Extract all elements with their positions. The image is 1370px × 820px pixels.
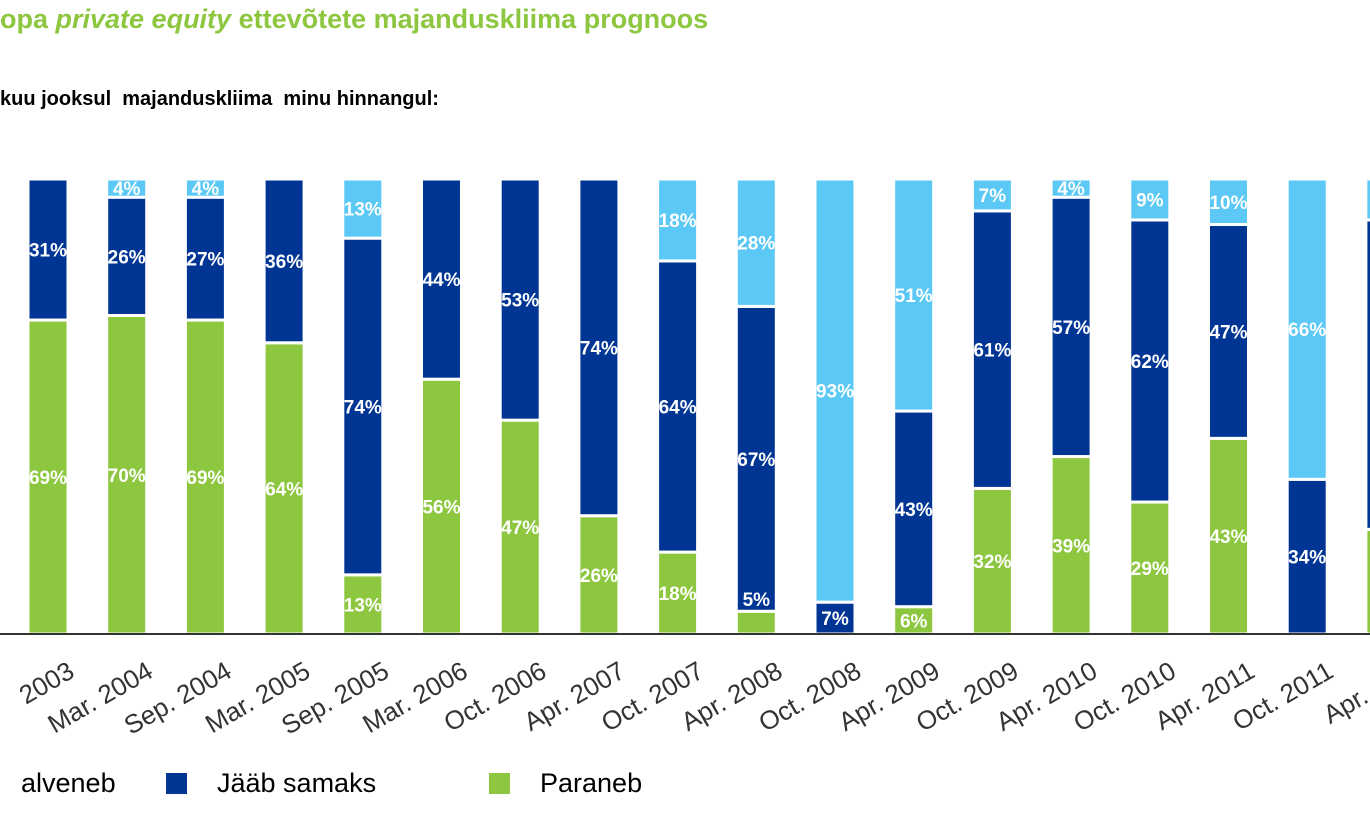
- bar-j-b-samaks: [813, 600, 857, 636]
- data-label-paraneb: 69%: [29, 468, 67, 489]
- data-label-j-b-samaks: 27%: [186, 250, 224, 271]
- data-label-halveneb: 66%: [1288, 320, 1326, 341]
- data-label-halveneb: 4%: [113, 179, 141, 200]
- data-label-j-b-samaks: 26%: [108, 247, 146, 268]
- data-label-j-b-samaks: 64%: [659, 398, 697, 419]
- bar-halveneb: [1049, 177, 1093, 199]
- data-label-j-b-samaks: 47%: [1209, 322, 1247, 343]
- bar-halveneb: [1364, 177, 1370, 222]
- data-label-paraneb: 39%: [1052, 536, 1090, 557]
- data-label-halveneb: 28%: [737, 234, 775, 255]
- bar-j-b-samaks: [26, 177, 70, 322]
- legend-swatch-paraneb: [489, 773, 510, 794]
- data-label-halveneb: 10%: [1209, 193, 1247, 214]
- data-label-halveneb: 93%: [816, 382, 854, 403]
- bar-paraneb: [1364, 527, 1370, 636]
- data-label-halveneb: 51%: [895, 286, 933, 307]
- bar-halveneb: [813, 177, 857, 604]
- bar-j-b-samaks: [262, 177, 306, 345]
- data-label-halveneb: 18%: [659, 211, 697, 232]
- data-label-halveneb: 13%: [344, 200, 382, 221]
- bar-halveneb: [1207, 177, 1250, 226]
- data-label-halveneb: 4%: [1057, 179, 1085, 200]
- bar-j-b-samaks: [420, 177, 463, 381]
- data-label-j-b-samaks: 74%: [580, 338, 618, 359]
- bar-halveneb: [1128, 177, 1172, 222]
- data-label-j-b-samaks: 36%: [265, 252, 303, 273]
- bar-halveneb: [892, 177, 936, 413]
- bar-paraneb: [734, 609, 778, 636]
- data-label-j-b-samaks: 43%: [895, 500, 933, 521]
- data-label-paraneb: 18%: [659, 584, 697, 605]
- data-label-paraneb: 29%: [1131, 559, 1169, 580]
- bar-halveneb: [970, 177, 1014, 213]
- bar-halveneb: [105, 177, 149, 199]
- bar-paraneb: [1207, 436, 1250, 636]
- data-label-j-b-samaks: 61%: [973, 341, 1011, 362]
- chart-subtitle: kuu jooksul majanduskliima minu hinnangu…: [0, 88, 439, 110]
- bar-j-b-samaks: [970, 209, 1014, 490]
- bar-halveneb: [734, 177, 778, 308]
- data-label-j-b-samaks: 31%: [29, 241, 67, 262]
- legend-item-halveneb: alveneb: [0, 768, 116, 799]
- data-label-j-b-samaks: 44%: [422, 270, 460, 291]
- bar-j-b-samaks: [105, 195, 149, 317]
- legend-label-jaab-samaks: Jääb samaks: [217, 768, 377, 798]
- bar-halveneb: [341, 177, 385, 240]
- bar-j-b-samaks: [1128, 218, 1172, 504]
- data-label-halveneb: 9%: [1136, 190, 1164, 211]
- data-label-paraneb: 70%: [108, 466, 146, 487]
- bar-j-b-samaks: [1364, 218, 1370, 531]
- bar-halveneb: [1285, 177, 1329, 481]
- bar-j-b-samaks: [1207, 223, 1250, 440]
- data-label-paraneb: 13%: [344, 595, 382, 616]
- bar-paraneb: [105, 314, 149, 636]
- data-label-j-b-samaks: 57%: [1052, 318, 1090, 339]
- data-label-j-b-samaks: 7%: [821, 609, 849, 630]
- bar-j-b-samaks: [892, 409, 936, 609]
- bar-j-b-samaks: [341, 236, 385, 577]
- bar-paraneb: [1128, 500, 1172, 636]
- data-label-halveneb: 7%: [979, 186, 1007, 207]
- data-label-paraneb: 6%: [900, 611, 928, 632]
- legend-item-paraneb: Paraneb: [489, 768, 642, 799]
- data-label-paraneb: 47%: [501, 518, 539, 539]
- bar-paraneb: [1049, 455, 1093, 636]
- bar-j-b-samaks: [577, 177, 621, 518]
- legend-item-jaab-samaks: Jääb samaks: [166, 768, 376, 799]
- data-label-paraneb: 56%: [422, 498, 460, 519]
- chart-title: opa private equity ettevõtete majanduskl…: [0, 4, 709, 34]
- data-label-j-b-samaks: 74%: [344, 398, 382, 419]
- data-label-paraneb: 43%: [1209, 527, 1247, 548]
- bar-j-b-samaks: [183, 195, 227, 322]
- data-label-j-b-samaks: 53%: [501, 291, 539, 312]
- data-label-j-b-samaks: 62%: [1131, 352, 1169, 373]
- data-label-halveneb: 4%: [192, 179, 220, 200]
- legend-swatch-jaab-samaks: [166, 773, 187, 794]
- annotation-label: 5%: [743, 590, 771, 611]
- bar-j-b-samaks: [498, 177, 542, 422]
- legend-label-paraneb: Paraneb: [540, 768, 643, 798]
- data-label-paraneb: 32%: [973, 552, 1011, 573]
- bar-halveneb: [183, 177, 227, 199]
- data-label-paraneb: 26%: [580, 566, 618, 587]
- data-label-j-b-samaks: 67%: [737, 450, 775, 471]
- data-label-paraneb: 64%: [265, 479, 303, 500]
- bar-halveneb: [656, 177, 700, 263]
- legend-label-halveneb: alveneb: [21, 768, 116, 798]
- data-label-paraneb: 69%: [186, 468, 224, 489]
- data-label-j-b-samaks: 34%: [1288, 548, 1326, 569]
